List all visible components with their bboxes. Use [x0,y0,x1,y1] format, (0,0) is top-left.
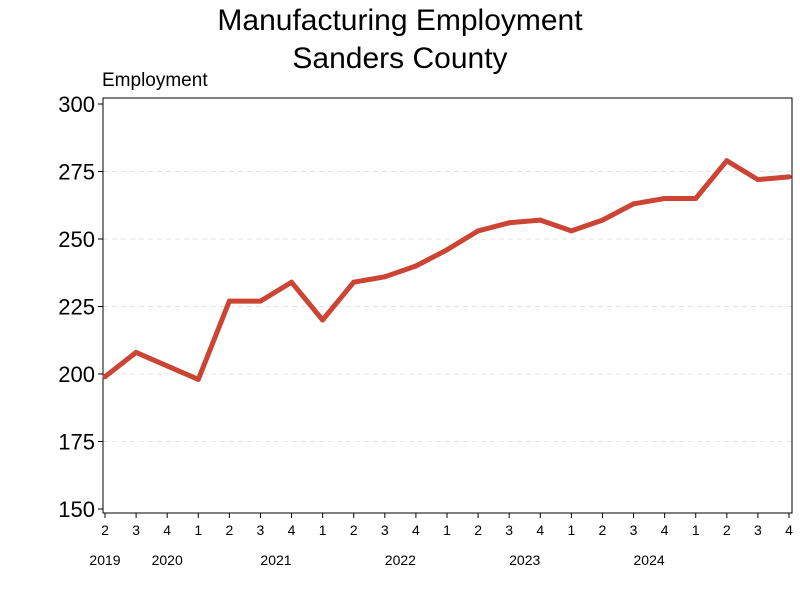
x-tick-label: 1 [319,522,327,538]
plot-area [102,97,793,514]
data-point [506,220,512,226]
y-tick-label: 200 [58,362,95,387]
data-point [755,177,761,183]
data-point [631,201,637,207]
x-tick-label: 2 [474,522,482,538]
x-axis: 2 3 4 1 2 3 4 1 2 3 4 1 2 3 4 1 2 3 4 1 2 3 4 2019 2020 2021 2022 2… [89,513,793,568]
y-tick-label: 250 [58,227,95,252]
data-point [257,298,263,304]
data-point [289,279,295,285]
x-year-label: 2020 [152,552,183,568]
data-point [413,263,419,269]
x-year-label: 2021 [260,552,291,568]
x-tick-label: 3 [754,522,762,538]
data-point [444,247,450,253]
data-point [195,376,201,382]
x-tick-label: 3 [132,522,140,538]
x-year-label: 2019 [89,552,120,568]
data-point [568,228,574,234]
x-year-label: 2024 [634,552,665,568]
y-tick-label: 225 [58,295,95,320]
data-point [599,217,605,223]
y-axis-label: Employment [102,70,208,91]
gridlines [103,171,792,442]
y-axis: 150 175 200 225 250 275 300 [58,92,103,522]
data-point [662,196,668,201]
y-tick-label: 275 [58,160,95,185]
x-tick-label: 1 [194,522,202,538]
x-tick-label: 4 [536,522,544,538]
x-tick-label: 1 [443,522,451,538]
y-tick-label: 150 [58,497,95,522]
x-tick-label: 4 [661,522,669,538]
data-point [164,363,170,369]
x-tick-label: 4 [412,522,420,538]
x-tick-label: 1 [692,522,700,538]
x-tick-label: 3 [257,522,265,538]
x-tick-label: 1 [567,522,575,538]
data-point [724,158,730,164]
data-point [351,279,357,285]
x-tick-label: 3 [381,522,389,538]
x-tick-label: 3 [505,522,513,538]
series [102,158,792,382]
data-point [537,217,543,223]
series-line [102,158,792,382]
x-tick-label: 4 [288,522,296,538]
data-point [226,298,232,304]
x-tick-label: 4 [785,522,793,538]
data-point [786,174,792,180]
x-tick-label: 2 [101,522,109,538]
x-tick-label: 4 [163,522,171,538]
chart-title-block: Manufacturing Employment Sanders County [0,2,800,78]
data-point [320,317,326,323]
chart-subtitle: Sanders County [292,42,508,75]
y-tick-label: 175 [58,430,95,455]
x-year-label: 2023 [509,552,540,568]
x-tick-label: 2 [350,522,358,538]
x-tick-label: 2 [225,522,233,538]
data-point [382,274,388,280]
chart-title: Manufacturing Employment [217,4,583,37]
data-point [102,374,108,380]
data-point [475,228,481,234]
x-year-label: 2022 [385,552,416,568]
data-point [693,196,699,201]
data-point [133,349,139,355]
x-tick-label: 3 [630,522,638,538]
x-tick-label: 2 [599,522,607,538]
x-tick-label: 2 [723,522,731,538]
y-tick-label: 300 [58,92,95,117]
